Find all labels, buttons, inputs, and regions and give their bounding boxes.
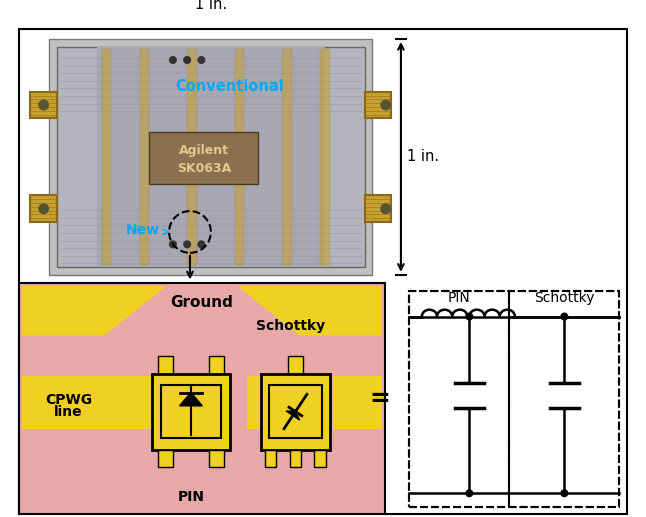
Text: line: line	[54, 405, 83, 419]
Bar	[101, 49, 111, 265]
Text: PIN: PIN	[178, 490, 204, 504]
Bar	[158, 356, 173, 373]
Circle shape	[381, 204, 390, 214]
Bar	[209, 450, 224, 467]
Bar	[22, 376, 382, 429]
Bar	[152, 373, 230, 450]
Text: SK063A: SK063A	[176, 162, 231, 175]
Bar	[158, 450, 173, 467]
Circle shape	[561, 490, 568, 496]
Text: 1 in.: 1 in.	[195, 0, 227, 12]
Text: 1 in.: 1 in.	[406, 149, 439, 164]
Circle shape	[466, 490, 473, 496]
Bar	[19, 283, 385, 514]
Circle shape	[169, 241, 176, 248]
Bar	[269, 385, 322, 438]
Circle shape	[466, 313, 473, 320]
Bar	[152, 376, 247, 429]
Polygon shape	[238, 286, 382, 336]
Bar	[97, 47, 325, 267]
Text: Conventional: Conventional	[176, 79, 284, 94]
Bar	[261, 373, 329, 450]
Bar	[290, 450, 301, 467]
Text: New: New	[125, 223, 160, 237]
Bar	[365, 195, 391, 222]
Text: Schottky: Schottky	[534, 291, 594, 305]
Circle shape	[198, 57, 205, 63]
Bar	[509, 291, 620, 507]
Text: Schottky: Schottky	[256, 319, 325, 333]
Bar	[265, 450, 276, 467]
Bar	[209, 356, 224, 373]
Circle shape	[39, 100, 48, 110]
Circle shape	[381, 100, 390, 110]
Circle shape	[198, 241, 205, 248]
Polygon shape	[180, 392, 202, 406]
Bar	[408, 291, 509, 507]
Text: =: =	[370, 387, 390, 411]
Text: Agilent: Agilent	[179, 144, 229, 157]
Bar	[282, 49, 291, 265]
Bar	[408, 291, 620, 507]
Bar	[149, 132, 258, 185]
Bar	[140, 49, 149, 265]
Bar	[57, 47, 365, 267]
Bar	[30, 92, 57, 118]
Bar	[187, 49, 196, 265]
Bar	[365, 92, 391, 118]
Bar	[261, 376, 333, 429]
Circle shape	[184, 241, 191, 248]
Circle shape	[169, 57, 176, 63]
Bar	[288, 356, 303, 373]
Bar	[315, 450, 326, 467]
Bar	[234, 49, 244, 265]
Text: PIN: PIN	[448, 291, 470, 305]
Circle shape	[184, 57, 191, 63]
Circle shape	[561, 313, 568, 320]
Text: CPWG: CPWG	[45, 393, 92, 407]
Text: Ground: Ground	[171, 295, 233, 310]
Bar	[160, 385, 222, 438]
Bar	[30, 195, 57, 222]
Bar	[49, 39, 372, 275]
Circle shape	[39, 204, 48, 214]
Bar	[320, 49, 329, 265]
Polygon shape	[22, 286, 166, 336]
Polygon shape	[286, 411, 300, 420]
